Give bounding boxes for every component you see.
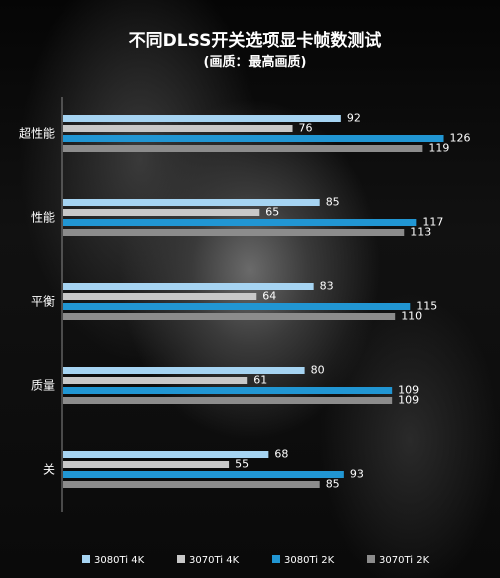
legend-swatch (367, 555, 375, 563)
bar-value-label: 76 (299, 122, 313, 135)
bar-value-label: 110 (401, 310, 422, 323)
bar (63, 377, 248, 384)
bar-value-label: 126 (450, 132, 471, 145)
category-label: 超性能 (19, 126, 55, 141)
bar-value-label: 109 (398, 384, 419, 397)
bar (63, 397, 393, 404)
bar (63, 461, 230, 468)
chart-subtitle: (画质：最高画质) (204, 54, 307, 70)
bar (63, 219, 417, 226)
bar (63, 145, 423, 152)
legend-swatch (82, 555, 90, 563)
bar (63, 135, 444, 142)
bar-value-label: 80 (311, 364, 325, 377)
legend-label: 3070Ti 2K (379, 555, 430, 566)
bar-value-label: 85 (326, 478, 340, 491)
bar (63, 293, 257, 300)
bar (63, 209, 260, 216)
category-label: 平衡 (31, 295, 55, 309)
category-label: 关 (43, 463, 55, 477)
bar (63, 481, 320, 488)
legend-label: 3070Ti 4K (189, 555, 240, 566)
legend-swatch (177, 555, 185, 563)
bar-value-label: 61 (253, 374, 267, 387)
bar (63, 471, 344, 478)
bar (63, 451, 269, 458)
bar-value-label: 119 (428, 142, 449, 155)
bar-value-label: 115 (416, 300, 437, 313)
legend-label: 3080Ti 2K (284, 555, 335, 566)
bar (63, 199, 320, 206)
bar-value-label: 113 (410, 226, 431, 239)
bar (63, 367, 305, 374)
bar (63, 313, 396, 320)
category-label: 质量 (31, 379, 55, 393)
bar-value-label: 93 (350, 468, 364, 481)
bar (63, 115, 341, 122)
category-label: 性能 (31, 211, 55, 225)
bar (63, 303, 411, 310)
bar-value-label: 83 (320, 280, 334, 293)
bar-value-label: 92 (347, 112, 361, 125)
bar (63, 387, 393, 394)
bar-value-label: 65 (265, 206, 279, 219)
bar-value-label: 109 (398, 394, 419, 407)
legend-swatch (272, 555, 280, 563)
bar-value-label: 68 (274, 448, 288, 461)
chart-title: 不同DLSS开关选项显卡帧数测试 (129, 30, 382, 51)
bar (63, 125, 293, 132)
bar (63, 283, 314, 290)
bar-value-label: 64 (262, 290, 276, 303)
bar-value-label: 117 (422, 216, 443, 229)
bar-value-label: 85 (326, 196, 340, 209)
bar-value-label: 55 (235, 458, 249, 471)
legend-label: 3080Ti 4K (94, 555, 145, 566)
bar (63, 229, 405, 236)
